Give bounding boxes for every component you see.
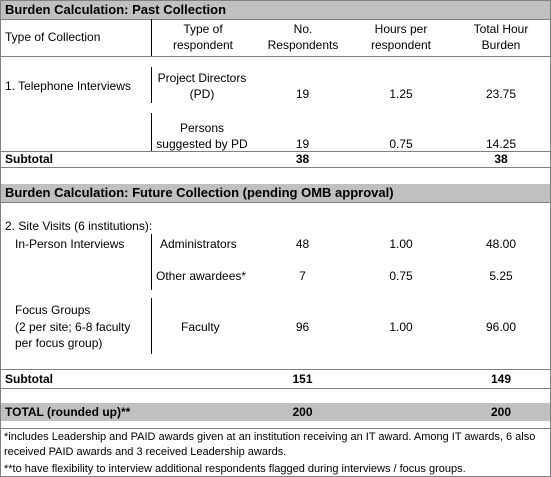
column-header: Type of respondent — [172, 22, 234, 52]
column-header: Type of Collection — [5, 30, 101, 44]
rule — [1, 151, 550, 152]
total-number: 200 — [292, 405, 313, 419]
total-label: TOTAL (rounded up)** — [5, 405, 131, 419]
divider — [151, 113, 152, 151]
number: 19 — [295, 137, 310, 151]
respondent: Administrators — [160, 237, 237, 251]
rule — [1, 369, 550, 370]
footnote: **to have flexibility to interview addit… — [4, 463, 466, 475]
section-band — [1, 184, 550, 202]
hours: 0.75 — [389, 137, 413, 151]
subgroup-label: Focus Groups — [15, 303, 91, 317]
section-title: Burden Calculation: Past Collection — [5, 2, 227, 17]
column-header: No. Respondents — [267, 22, 339, 52]
group-label: 1. Telephone Interviews — [5, 79, 131, 93]
column-header: Total Hour Burden — [473, 22, 529, 52]
hours: 1.00 — [389, 320, 413, 334]
divider — [151, 67, 152, 103]
subtotal-total: 38 — [494, 152, 508, 166]
subgroup-note: (2 per site; 6-8 faculty per focus group… — [15, 320, 131, 350]
number: 96 — [295, 320, 310, 334]
respondent: Other awardees* — [156, 269, 247, 283]
subtotal-label: Subtotal — [5, 152, 53, 166]
section-title: Burden Calculation: Future Collection (p… — [5, 185, 394, 200]
total: 5.25 — [489, 269, 513, 283]
divider — [151, 298, 152, 354]
number: 7 — [299, 269, 306, 283]
rule — [1, 428, 550, 429]
total-total: 200 — [490, 405, 512, 419]
number: 19 — [295, 87, 310, 101]
respondent: Project Directors (PD) — [157, 71, 247, 101]
divider — [151, 234, 152, 290]
divider — [151, 19, 152, 56]
rule — [1, 167, 550, 168]
hours: 1.25 — [389, 87, 413, 101]
rule — [1, 19, 550, 20]
column-header: Hours per respondent — [370, 22, 432, 52]
total: 96.00 — [485, 320, 517, 334]
section-band — [1, 1, 550, 19]
hours: 0.75 — [389, 269, 413, 283]
subtotal-label: Subtotal — [5, 372, 53, 386]
respondent: Persons suggested by PD — [156, 121, 248, 151]
rule — [1, 202, 550, 203]
subgroup-label: In-Person Interviews — [15, 237, 125, 251]
subtotal-total: 149 — [490, 372, 512, 386]
respondent: Faculty — [181, 320, 220, 334]
rule — [1, 388, 550, 389]
total: 23.75 — [485, 87, 517, 101]
total-band — [1, 403, 550, 421]
rule — [1, 56, 550, 57]
subtotal-number: 151 — [292, 372, 313, 386]
number: 48 — [295, 237, 310, 251]
footnote: *includes Leadership and PAID awards giv… — [4, 431, 536, 458]
group-label: 2. Site Visits (6 institutions): — [5, 219, 153, 233]
subtotal-number: 38 — [295, 152, 310, 166]
total: 48.00 — [485, 237, 517, 251]
hours: 1.00 — [389, 237, 413, 251]
total: 14.25 — [485, 137, 517, 151]
